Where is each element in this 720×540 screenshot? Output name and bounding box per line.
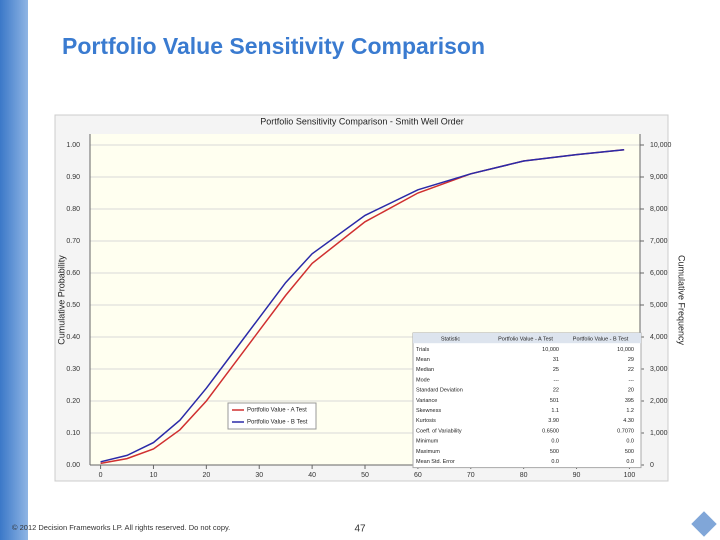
stats-cell: 0.0: [626, 459, 634, 465]
y2-tick-label: 3,000: [650, 366, 668, 373]
stats-cell: Kurtosis: [416, 418, 436, 424]
stats-cell: 0.7070: [617, 428, 634, 434]
stats-cell: 0.0: [626, 439, 634, 445]
y-tick-label: 0.30: [66, 366, 80, 373]
stats-cell: 1.2: [626, 408, 634, 414]
legend-label: Portfolio Value - A Test: [247, 408, 307, 414]
slide-title: Portfolio Value Sensitivity Comparison: [62, 33, 485, 59]
y2-axis-label: Cumulative Frequency: [677, 255, 687, 346]
y-tick-label: 0.60: [66, 270, 80, 277]
y2-tick-label: 0: [650, 462, 654, 469]
chart-title: Portfolio Sensitivity Comparison - Smith…: [260, 116, 463, 126]
y-tick-label: 0.20: [66, 398, 80, 405]
y-tick-label: 0.10: [66, 430, 80, 437]
x-tick-label: 90: [573, 472, 581, 479]
y-tick-label: 0.70: [66, 238, 80, 245]
stats-cell: 395: [625, 398, 634, 404]
stats-header-cell: Statistic: [441, 337, 461, 343]
stats-cell: 22: [553, 388, 559, 394]
x-tick-label: 10: [150, 472, 158, 479]
y2-tick-label: 2,000: [650, 398, 668, 405]
y-tick-label: 0.80: [66, 206, 80, 213]
copyright: © 2012 Decision Frameworks LP. All right…: [12, 523, 230, 532]
stats-cell: 4.30: [623, 418, 634, 424]
stats-cell: ---: [629, 377, 635, 383]
y-axis-label: Cumulative Probability: [56, 255, 66, 345]
y2-tick-label: 8,000: [650, 206, 668, 213]
y2-tick-label: 1,000: [650, 430, 668, 437]
page-number: 47: [354, 524, 366, 535]
logo-icon: [691, 511, 717, 537]
x-tick-label: 30: [255, 472, 263, 479]
x-tick-label: 40: [308, 472, 316, 479]
stats-cell: Trials: [416, 347, 429, 353]
y-tick-label: 0.90: [66, 174, 80, 181]
y-tick-label: 0.50: [66, 302, 80, 309]
stats-cell: 500: [625, 449, 634, 455]
legend-box: [227, 402, 317, 430]
stats-cell: Mode: [416, 377, 430, 383]
stats-cell: 1.1: [551, 408, 559, 414]
stats-cell: 0.0: [551, 459, 559, 465]
stats-cell: ---: [554, 377, 560, 383]
x-tick-label: 50: [361, 472, 369, 479]
y2-tick-label: 5,000: [650, 302, 668, 309]
stats-table: [412, 332, 642, 469]
y2-tick-label: 6,000: [650, 270, 668, 277]
series-line: [100, 149, 625, 463]
stats-header-cell: Portfolio Value - B Test: [573, 337, 629, 343]
stats-header-cell: Portfolio Value - A Test: [498, 337, 553, 343]
y2-tick-label: 7,000: [650, 238, 668, 245]
x-tick-label: 100: [624, 472, 636, 479]
stats-cell: Variance: [416, 398, 437, 404]
stats-cell: 31: [553, 357, 559, 363]
stats-cell: 501: [550, 398, 559, 404]
stats-cell: Mean Std. Error: [416, 459, 455, 465]
y2-tick-label: 9,000: [650, 174, 668, 181]
y-tick-label: 1.00: [66, 142, 80, 149]
y-tick-label: 0.00: [66, 462, 80, 469]
y2-tick-label: 10,000: [650, 142, 672, 149]
y-tick-label: 0.40: [66, 334, 80, 341]
stats-cell: Mean: [416, 357, 430, 363]
stats-cell: 0.6500: [542, 428, 559, 434]
stats-cell: 20: [628, 388, 634, 394]
x-tick-label: 80: [520, 472, 528, 479]
legend-label: Portfolio Value - B Test: [247, 420, 308, 426]
stats-cell: Median: [416, 367, 434, 373]
stats-cell: 29: [628, 357, 634, 363]
side-bar: [0, 0, 28, 540]
stats-cell: 10,000: [617, 347, 634, 353]
stats-cell: 10,000: [542, 347, 559, 353]
stats-cell: 500: [550, 449, 559, 455]
stats-cell: 25: [553, 367, 559, 373]
x-tick-label: 0: [99, 472, 103, 479]
x-tick-label: 20: [202, 472, 210, 479]
stats-cell: Coeff. of Variability: [416, 428, 462, 434]
stats-cell: 22: [628, 367, 634, 373]
stats-cell: Maximum: [416, 449, 440, 455]
y2-tick-label: 4,000: [650, 334, 668, 341]
stats-header-bg: [413, 333, 641, 344]
stats-cell: 0.0: [551, 439, 559, 445]
stats-cell: Skewness: [416, 408, 441, 414]
x-tick-label: 60: [414, 472, 422, 479]
x-tick-label: 70: [467, 472, 475, 479]
stats-cell: Minimum: [416, 439, 439, 445]
stats-cell: 3.90: [548, 418, 559, 424]
stats-cell: Standard Deviation: [416, 388, 463, 394]
